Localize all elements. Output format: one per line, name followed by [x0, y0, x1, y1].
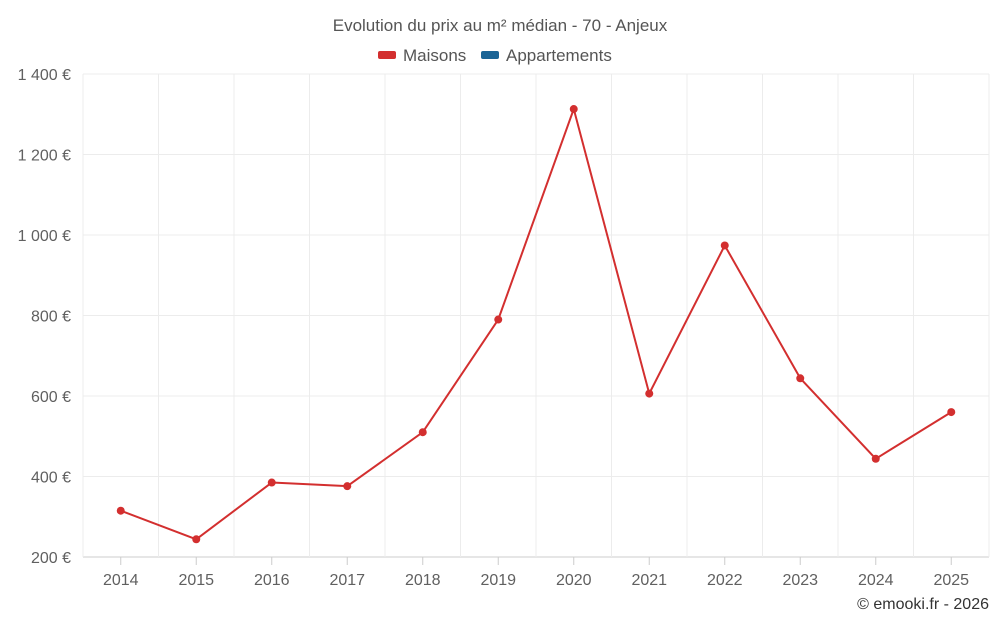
y-tick-label: 1 000 €: [18, 228, 71, 245]
data-point-maisons-2023[interactable]: [796, 374, 805, 383]
x-tick-label-2016: 2016: [254, 572, 290, 589]
series-line-maisons: [120, 108, 952, 541]
x-axis: 2014 2015 2016 2017 2018 2019 2020 2021 2022 2023…: [103, 557, 969, 589]
y-tick-label: 400 €: [31, 470, 71, 487]
legend-item-maisons[interactable]: Maisons: [378, 46, 466, 65]
x-tick-label-2017: 2017: [329, 572, 365, 589]
x-tick-label-2021: 2021: [631, 572, 667, 589]
chart-title: Evolution du prix au m² médian - 70 - An…: [333, 16, 668, 35]
legend-label-maisons: Maisons: [403, 46, 466, 65]
credit-text[interactable]: © emooki.fr - 2026: [857, 596, 989, 613]
data-point-maisons-2014[interactable]: [116, 506, 125, 515]
data-point-maisons-2015[interactable]: [192, 535, 201, 544]
y-tick-label: 600 €: [31, 389, 71, 406]
x-tick-label-2019: 2019: [480, 572, 516, 589]
data-point-maisons-2022[interactable]: [720, 241, 729, 250]
data-point-maisons-2018[interactable]: [418, 428, 427, 437]
y-tick-label: 1 400 €: [18, 67, 71, 84]
y-tick-label: 1 200 €: [18, 148, 71, 165]
data-point-maisons-2021[interactable]: [645, 389, 654, 398]
x-tick-label-2025: 2025: [933, 572, 969, 589]
data-point-maisons-2024[interactable]: [871, 454, 880, 463]
legend: Maisons Appartements: [378, 46, 612, 65]
y-tick-label: 200 €: [31, 550, 71, 567]
data-point-maisons-2017[interactable]: [343, 482, 352, 491]
y-tick-label: 800 €: [31, 309, 71, 326]
legend-item-appartements[interactable]: Appartements: [481, 46, 612, 65]
x-tick-label-2022: 2022: [707, 572, 743, 589]
data-point-maisons-2020[interactable]: [569, 105, 578, 114]
series-maisons: [116, 105, 956, 544]
y-axis: 200 € 400 € 600 € 800 € 1 000 € 1 200 € 1 400 …: [18, 67, 71, 567]
data-point-maisons-2019[interactable]: [494, 315, 503, 324]
x-tick-label-2024: 2024: [858, 572, 894, 589]
data-point-maisons-2025[interactable]: [947, 408, 956, 417]
x-tick-label-2018: 2018: [405, 572, 441, 589]
legend-swatch-appartements: [481, 51, 499, 59]
x-tick-label-2014: 2014: [103, 572, 139, 589]
grid: [82, 73, 990, 558]
legend-swatch-maisons: [378, 51, 396, 59]
x-tick-label-2020: 2020: [556, 572, 592, 589]
x-tick-label-2015: 2015: [178, 572, 214, 589]
legend-label-appartements: Appartements: [506, 46, 612, 65]
data-point-maisons-2016[interactable]: [267, 478, 276, 487]
x-tick-label-2023: 2023: [782, 572, 818, 589]
